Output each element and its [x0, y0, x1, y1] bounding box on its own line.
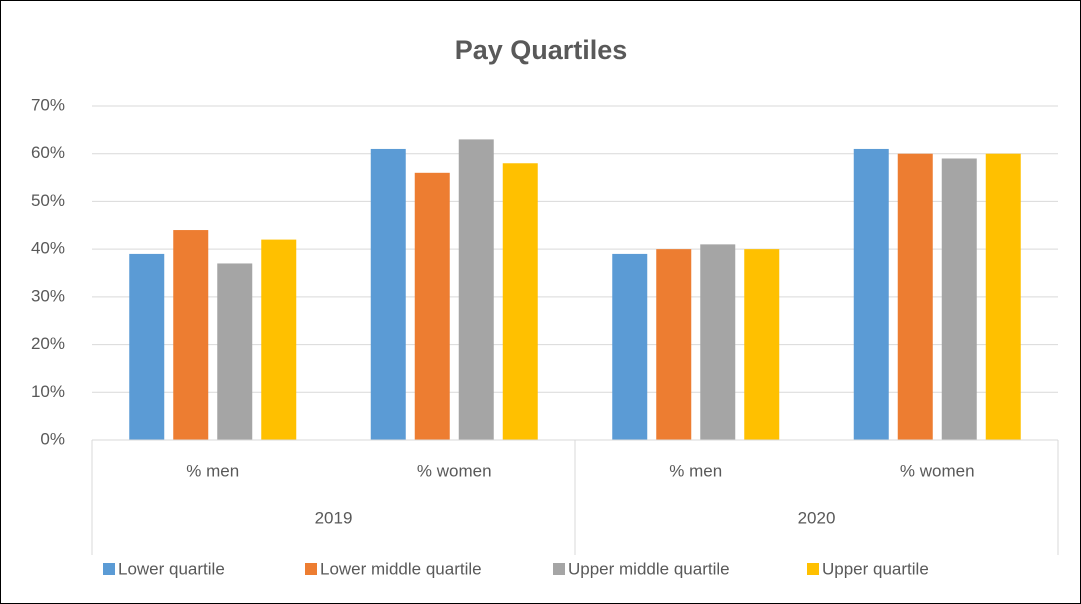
chart-title: Pay Quartiles — [455, 35, 628, 65]
bar — [458, 139, 494, 440]
y-tick-label: 0% — [40, 429, 65, 448]
y-tick-label: 50% — [31, 191, 65, 210]
bar — [217, 263, 253, 440]
legend-swatch — [103, 563, 115, 575]
bar — [656, 249, 692, 440]
y-tick-label: 20% — [31, 334, 65, 353]
bar — [370, 148, 406, 440]
legend-label: Lower quartile — [118, 559, 225, 578]
bar — [853, 148, 889, 440]
legend-label: Upper quartile — [822, 559, 929, 578]
y-tick-label: 40% — [31, 239, 65, 258]
bar — [941, 158, 977, 440]
legend-swatch — [807, 563, 819, 575]
legend-swatch — [553, 563, 565, 575]
legend-label: Lower middle quartile — [320, 559, 482, 578]
y-tick-label: 60% — [31, 143, 65, 162]
x-tick-label: % women — [900, 461, 975, 480]
bar — [414, 172, 450, 441]
x-tick-label: % women — [417, 461, 492, 480]
group-label: 2020 — [798, 508, 836, 527]
bar — [502, 163, 538, 440]
legend-label: Upper middle quartile — [568, 559, 730, 578]
bar — [700, 244, 736, 440]
bar — [985, 153, 1021, 440]
y-tick-label: 30% — [31, 286, 65, 305]
y-tick-label: 70% — [31, 95, 65, 114]
bar — [173, 230, 209, 440]
bar — [744, 249, 780, 440]
bar — [897, 153, 933, 440]
x-tick-label: % men — [669, 461, 722, 480]
bar — [129, 253, 165, 440]
group-label: 2019 — [315, 508, 353, 527]
x-tick-label: % men — [186, 461, 239, 480]
bar — [612, 253, 648, 440]
bar — [261, 239, 297, 440]
legend-swatch — [305, 563, 317, 575]
y-tick-label: 10% — [31, 382, 65, 401]
